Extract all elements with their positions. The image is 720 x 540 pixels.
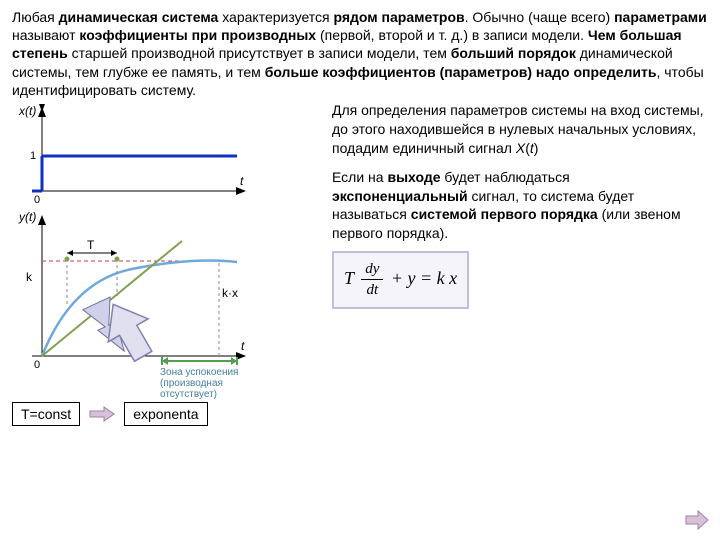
text-bold: параметрами: [614, 9, 707, 25]
calm-zone-text: (производная: [160, 378, 223, 389]
text: будет наблюдаться: [441, 169, 570, 185]
text: системой первого порядка: [411, 206, 598, 222]
exponenta-box: exponenta: [124, 402, 207, 426]
arrow-right-icon: [88, 406, 116, 422]
t-label: t: [240, 174, 244, 188]
intro-paragraph: Любая динамическая система характеризует…: [12, 8, 708, 99]
text: старшей производной присутствует в запис…: [68, 45, 451, 61]
text-bold: динамическая система: [59, 9, 219, 25]
formula-T: T: [344, 268, 354, 288]
xt-label: x(t): [18, 104, 36, 118]
one-label: 1: [30, 150, 36, 162]
zero-label-2: 0: [34, 359, 40, 371]
chart-svg: x(t) 1 0 t y(t) k 0 t k·x: [12, 101, 272, 401]
right-p1: Для определения параметров системы на вх…: [332, 101, 708, 158]
text: Если на: [332, 169, 387, 185]
kx-label: k·x: [222, 286, 238, 300]
text-bold: больше коэффициентов (параметров) надо о…: [265, 64, 657, 80]
left-column: x(t) 1 0 t y(t) k 0 t k·x: [12, 101, 322, 426]
text-bold: больший порядок: [451, 45, 576, 61]
calm-zone-text: отсутствует): [160, 389, 217, 400]
text: экспоненциальный: [332, 188, 468, 204]
text: ): [534, 140, 539, 156]
corner-arrow-icon: [684, 510, 710, 530]
text-bold: рядом параметров: [334, 9, 465, 25]
zero-label: 0: [34, 194, 40, 206]
text-bold: коэффициенты при производных: [79, 27, 316, 43]
formula-box: T dy dt + y = k x: [332, 251, 469, 309]
t-const-box: T=const: [12, 402, 80, 426]
text: X: [516, 140, 525, 156]
right-p2: Если на выходе будет наблюдаться экспоне…: [332, 168, 708, 244]
charts-diagram: x(t) 1 0 t y(t) k 0 t k·x: [12, 101, 262, 396]
text: (первой, второй и т. д.) в записи модели…: [316, 27, 588, 43]
calm-zone-text: Зона успокоения: [160, 367, 238, 378]
k-label: k: [26, 270, 33, 284]
right-column: Для определения параметров системы на вх…: [322, 101, 708, 426]
yt-label: y(t): [18, 210, 36, 224]
bottom-row: T=const exponenta: [12, 402, 322, 426]
text: характеризуется: [218, 9, 333, 25]
T-label: T: [87, 238, 95, 252]
text: называют: [12, 27, 79, 43]
text: . Обычно (чаще всего): [465, 9, 614, 25]
text: выходе: [387, 169, 440, 185]
text: Любая: [12, 9, 59, 25]
formula-rest: + y = k x: [391, 268, 457, 288]
t-label-2: t: [241, 339, 245, 353]
